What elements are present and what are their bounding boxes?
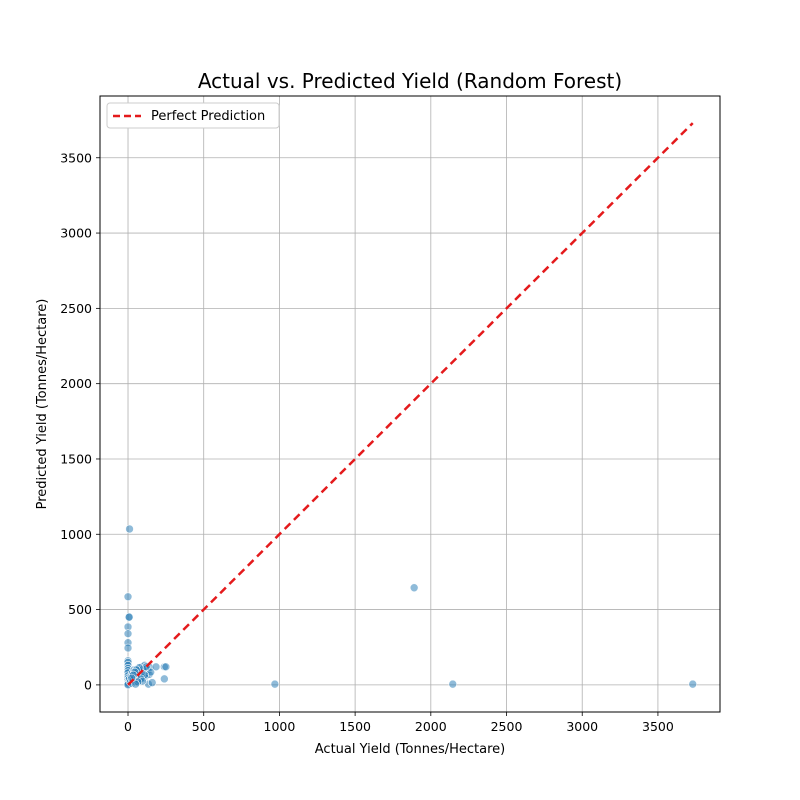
x-axis-label: Actual Yield (Tonnes/Hectare)	[315, 742, 505, 757]
data-point	[270, 679, 280, 689]
data-point	[147, 678, 157, 687]
x-tick-label: 0	[124, 719, 132, 734]
x-tick-label: 1000	[264, 719, 296, 734]
data-point	[409, 583, 419, 593]
legend: Perfect Prediction	[106, 102, 280, 129]
chart-title: Actual vs. Predicted Yield (Random Fores…	[198, 69, 622, 93]
y-tick-label: 3000	[60, 226, 92, 241]
legend-box	[106, 102, 280, 129]
scatter-points	[123, 524, 698, 690]
y-tick-label: 0	[84, 677, 92, 692]
data-point	[151, 662, 161, 672]
y-tick-label: 1000	[60, 527, 92, 542]
data-point	[123, 629, 133, 638]
x-tick-label: 3500	[642, 719, 674, 734]
y-tick-label: 2500	[60, 301, 92, 316]
y-tick-label: 500	[68, 602, 92, 617]
data-point	[123, 643, 133, 653]
plot-area-frame	[99, 95, 721, 713]
data-point	[688, 679, 698, 689]
data-point	[448, 679, 458, 689]
y-tick-label: 2000	[60, 376, 92, 391]
data-point	[123, 592, 133, 602]
data-point	[161, 662, 171, 672]
x-tick-label: 500	[192, 719, 216, 734]
data-point	[160, 674, 169, 684]
y-tick-label: 1500	[60, 451, 92, 466]
x-tick-label: 2000	[415, 719, 447, 734]
x-tick-label: 3000	[566, 719, 598, 734]
legend-entry-perfect-prediction: Perfect Prediction	[151, 109, 265, 124]
reference-line-layer	[127, 122, 694, 686]
grid	[100, 96, 720, 712]
x-axis: 0 500 1000 1500 2000 2500 3000 3500	[124, 712, 674, 734]
x-tick-label: 2500	[491, 719, 523, 734]
perfect-prediction-line	[127, 122, 694, 686]
y-axis: 0 500 1000 1500 2000 2500 3000 3500	[60, 150, 100, 692]
y-tick-label: 3500	[60, 150, 92, 165]
x-tick-label: 1500	[339, 719, 371, 734]
data-point	[124, 612, 134, 622]
y-axis-label: Predicted Yield (Tonnes/Hectare)	[35, 299, 50, 510]
data-point	[125, 524, 134, 534]
